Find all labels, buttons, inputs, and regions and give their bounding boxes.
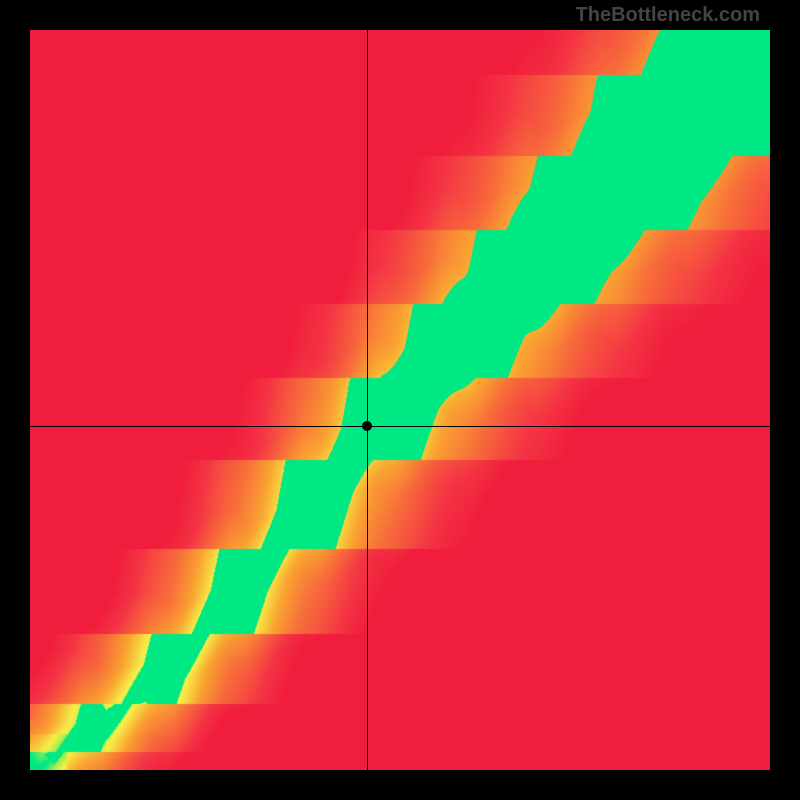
plot-area bbox=[30, 30, 770, 770]
heatmap-canvas bbox=[30, 30, 770, 770]
crosshair-horizontal bbox=[30, 426, 770, 427]
watermark-text: TheBottleneck.com bbox=[576, 4, 760, 27]
marker-dot bbox=[362, 421, 372, 431]
crosshair-vertical bbox=[367, 30, 368, 770]
